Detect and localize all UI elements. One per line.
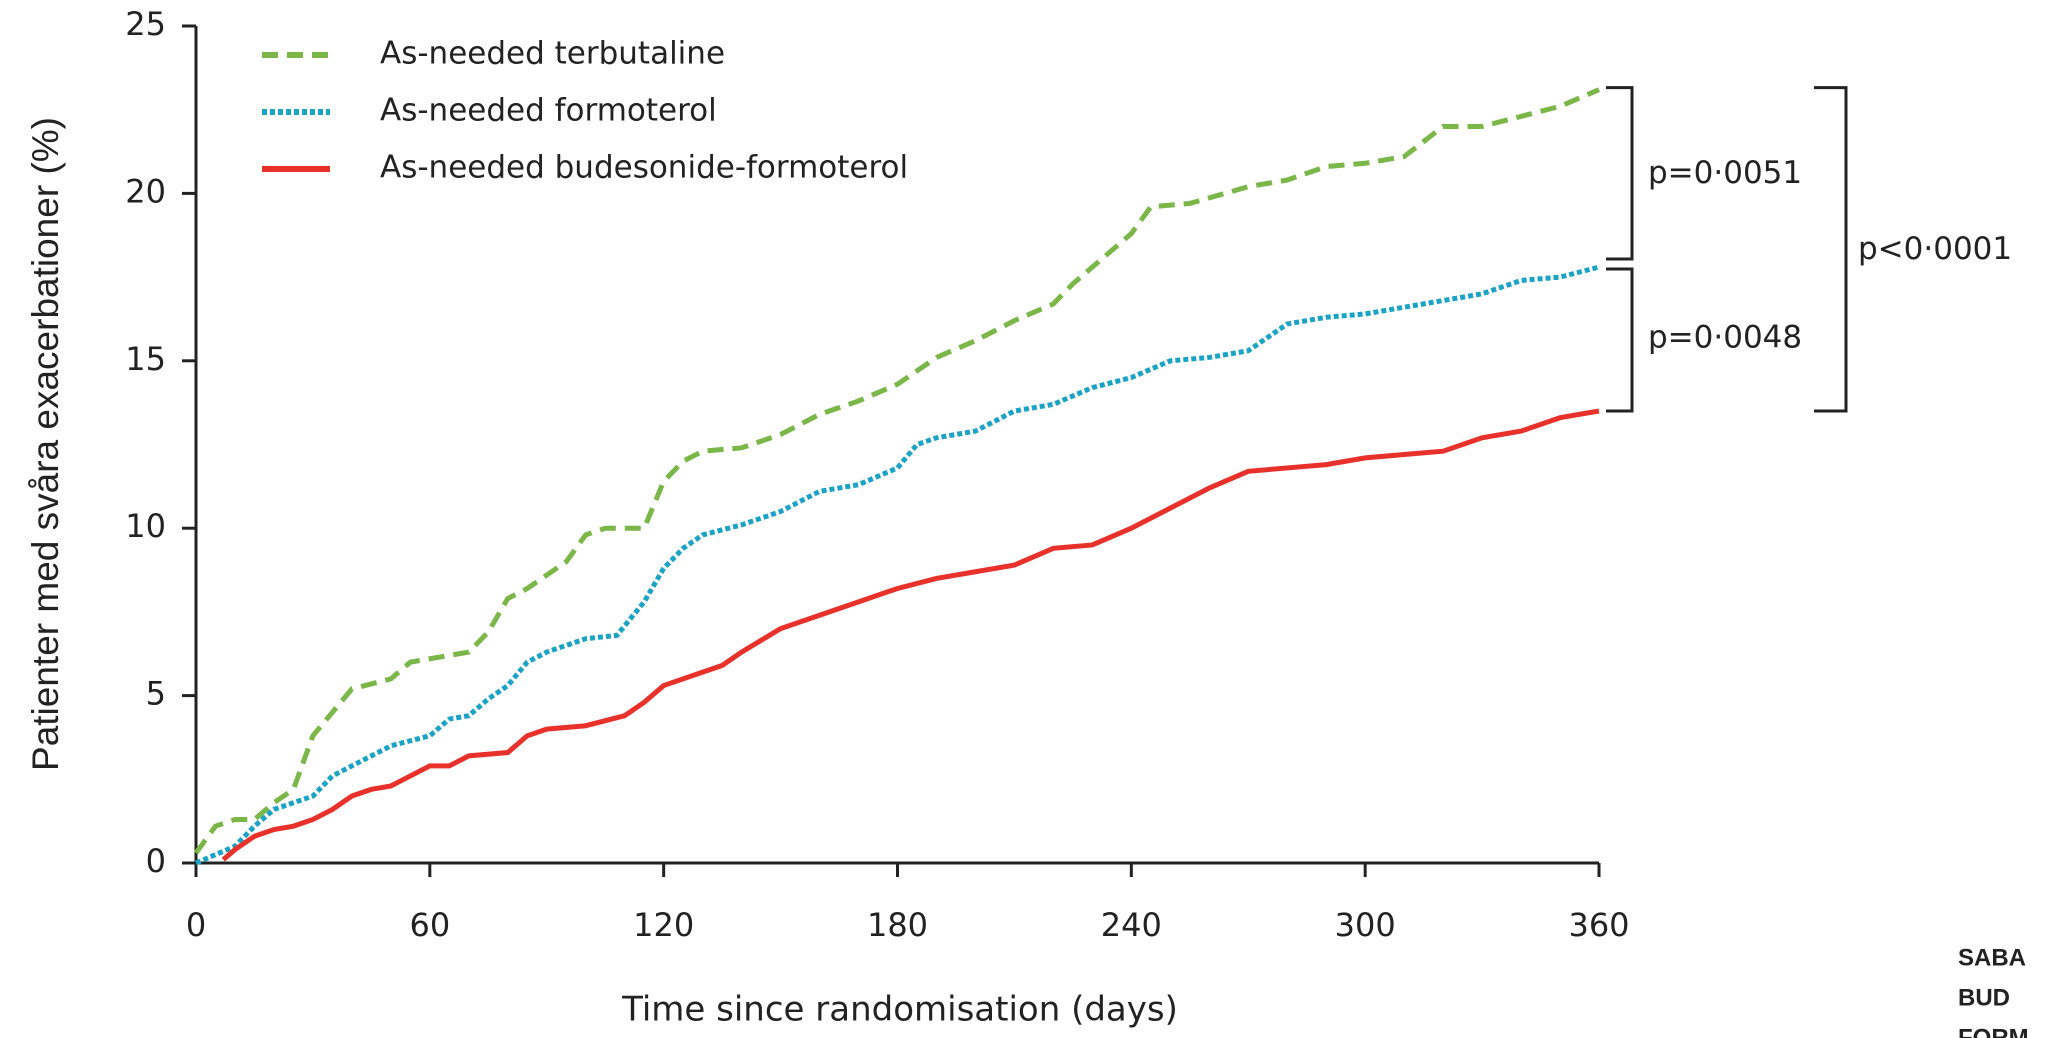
legend-label: As-needed terbutaline: [380, 36, 725, 72]
x-axis-title: Time since randomisation (days): [621, 990, 1178, 1030]
bracket: [1606, 267, 1634, 413]
annotation: p=0·0051: [1648, 155, 1802, 191]
annotation: p<0·0001: [1858, 231, 2012, 267]
legend-label: As-needed formoterol: [380, 93, 717, 129]
annotation: p=0·0048: [1648, 320, 1802, 356]
side-label: BUD: [1958, 984, 2010, 1011]
y-tick-label: 20: [125, 172, 166, 210]
x-tick-label: 360: [1568, 906, 1629, 944]
bracket: [1814, 86, 1848, 413]
y-tick-label: 0: [146, 842, 166, 880]
y-tick-label: 15: [125, 340, 166, 378]
series-line: [221, 408, 1600, 862]
series-line: [193, 87, 1600, 855]
x-tick-label: 180: [867, 906, 928, 944]
side-label: FORM: [1958, 1024, 2029, 1038]
x-tick-label: 0: [186, 906, 206, 944]
y-tick-label: 10: [125, 507, 166, 545]
legend-label: As-needed budesonide-formoterol: [380, 150, 908, 186]
x-tick-label: 300: [1335, 906, 1396, 944]
y-tick-label: 25: [125, 5, 166, 43]
x-tick-label: 240: [1101, 906, 1162, 944]
series-line: [195, 264, 1600, 866]
x-tick-label: 120: [633, 906, 694, 944]
y-tick-label: 5: [146, 675, 166, 713]
y-axis-title: Patienter med svåra exacerbationer (%): [25, 117, 66, 771]
bracket: [1606, 86, 1634, 261]
x-tick-label: 60: [409, 906, 450, 944]
side-label: SABA: [1958, 944, 2026, 971]
